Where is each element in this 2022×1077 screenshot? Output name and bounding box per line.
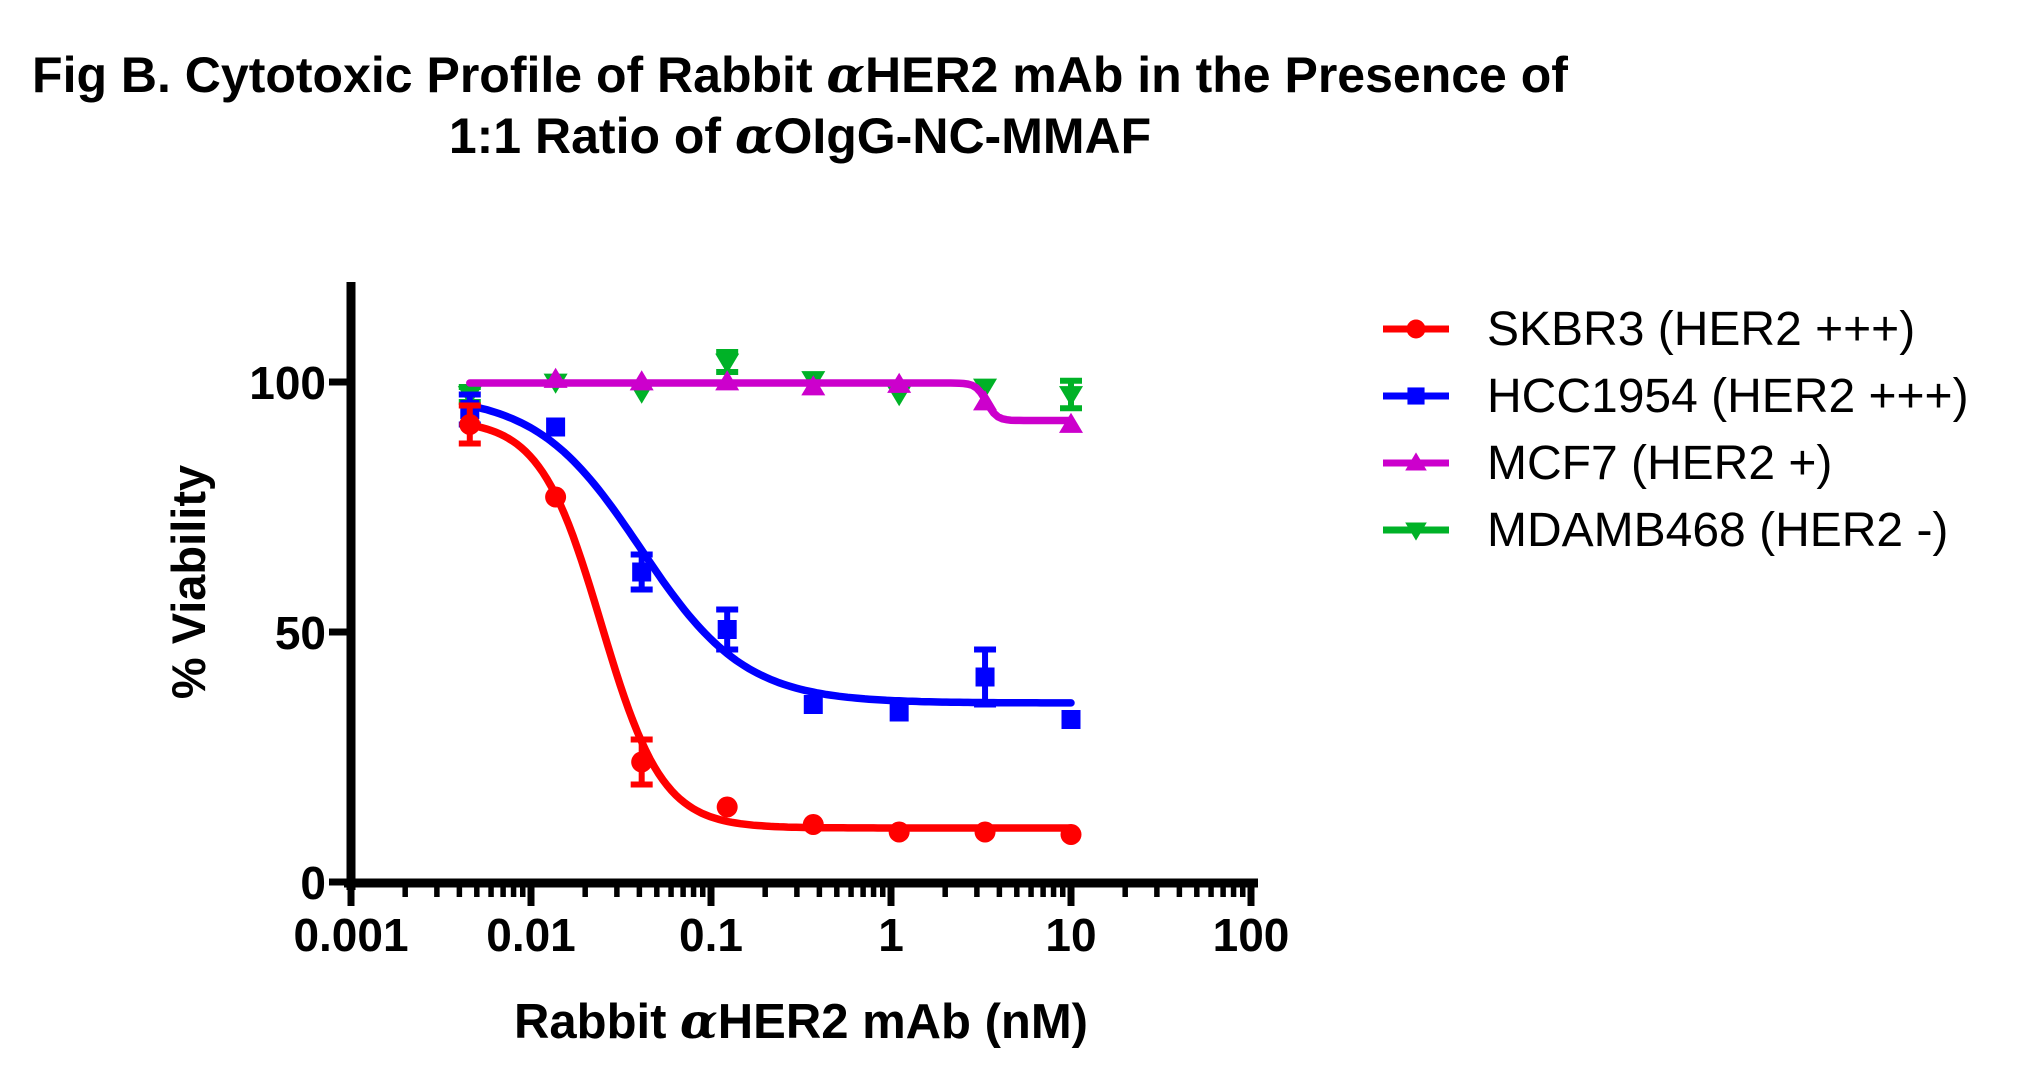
data-point-hcc1954 <box>803 695 823 714</box>
data-point-mcf7 <box>801 375 826 396</box>
figure-title-line2: 1:1 Ratio of αOIgG-NC-MMAF <box>449 106 1151 165</box>
fit-curve-hcc1954 <box>466 401 1075 707</box>
data-point-mdamb468 <box>1059 386 1083 407</box>
data-point-hcc1954 <box>632 562 652 582</box>
y-tick-label: 100 <box>249 357 326 409</box>
legend-marker <box>1406 319 1426 339</box>
x-tick-label: 100 <box>1213 909 1290 961</box>
data-point-skbr3 <box>631 751 653 773</box>
data-point-skbr3 <box>716 796 738 818</box>
legend-item: MDAMB468 (HER2 -) <box>1383 504 1948 557</box>
data-point-hcc1954 <box>889 702 909 722</box>
data-point-mcf7 <box>715 370 740 391</box>
y-tick-label: 50 <box>275 607 326 659</box>
plot-series <box>457 349 1083 845</box>
legend-item: SKBR3 (HER2 +++) <box>1383 303 1915 356</box>
x-axis-title: Rabbit αHER2 mAb (nM) <box>514 992 1088 1050</box>
x-tick-label: 1 <box>878 909 904 961</box>
data-point-skbr3 <box>888 821 910 843</box>
data-point-skbr3 <box>459 414 481 435</box>
legend-item: MCF7 (HER2 +) <box>1383 437 1832 490</box>
x-tick-label: 0.1 <box>679 909 743 961</box>
data-point-mcf7 <box>543 367 568 388</box>
y-axis: 0 50 100 <box>249 282 356 909</box>
data-point-skbr3 <box>802 814 824 835</box>
y-axis-title: % Viability <box>162 465 215 699</box>
x-tick-label: 0.001 <box>293 909 408 961</box>
legend: SKBR3 (HER2 +++) HCC1954 (HER2 +++) MCF7 (… <box>1383 303 1969 557</box>
fit-curve-mcf7 <box>466 379 1075 425</box>
legend-marker <box>1405 452 1427 471</box>
data-point-hcc1954 <box>1061 710 1081 729</box>
data-point-mcf7 <box>973 390 998 411</box>
legend-marker <box>1405 522 1427 541</box>
data-point-hcc1954 <box>717 620 737 639</box>
data-point-mcf7 <box>887 372 912 393</box>
x-axis: 0.001 0.01 0.1 1 10 100 <box>293 878 1290 961</box>
x-tick-label: 10 <box>1045 909 1096 961</box>
legend-label: HCC1954 (HER2 +++) <box>1487 370 1969 423</box>
x-tick-label: 0.01 <box>486 909 576 961</box>
fit-curve-skbr3 <box>466 421 1075 832</box>
data-point-skbr3 <box>545 486 567 508</box>
legend-label: MCF7 (HER2 +) <box>1487 437 1832 490</box>
data-point-mcf7 <box>1059 412 1083 433</box>
figure-title-line1: Fig B. Cytotoxic Profile of Rabbit αHER2… <box>32 45 1568 104</box>
data-point-hcc1954 <box>546 417 566 437</box>
data-point-hcc1954 <box>975 667 995 687</box>
legend-label: MDAMB468 (HER2 -) <box>1487 504 1948 557</box>
data-point-mcf7 <box>629 370 654 391</box>
legend-label: SKBR3 (HER2 +++) <box>1487 303 1915 356</box>
data-point-mdamb468 <box>973 378 998 399</box>
y-tick-label: 0 <box>300 857 326 909</box>
legend-item: HCC1954 (HER2 +++) <box>1383 370 1969 423</box>
data-point-skbr3 <box>1060 824 1082 845</box>
legend-marker <box>1407 387 1425 405</box>
data-point-skbr3 <box>974 821 996 843</box>
data-point-mdamb468 <box>715 353 740 374</box>
